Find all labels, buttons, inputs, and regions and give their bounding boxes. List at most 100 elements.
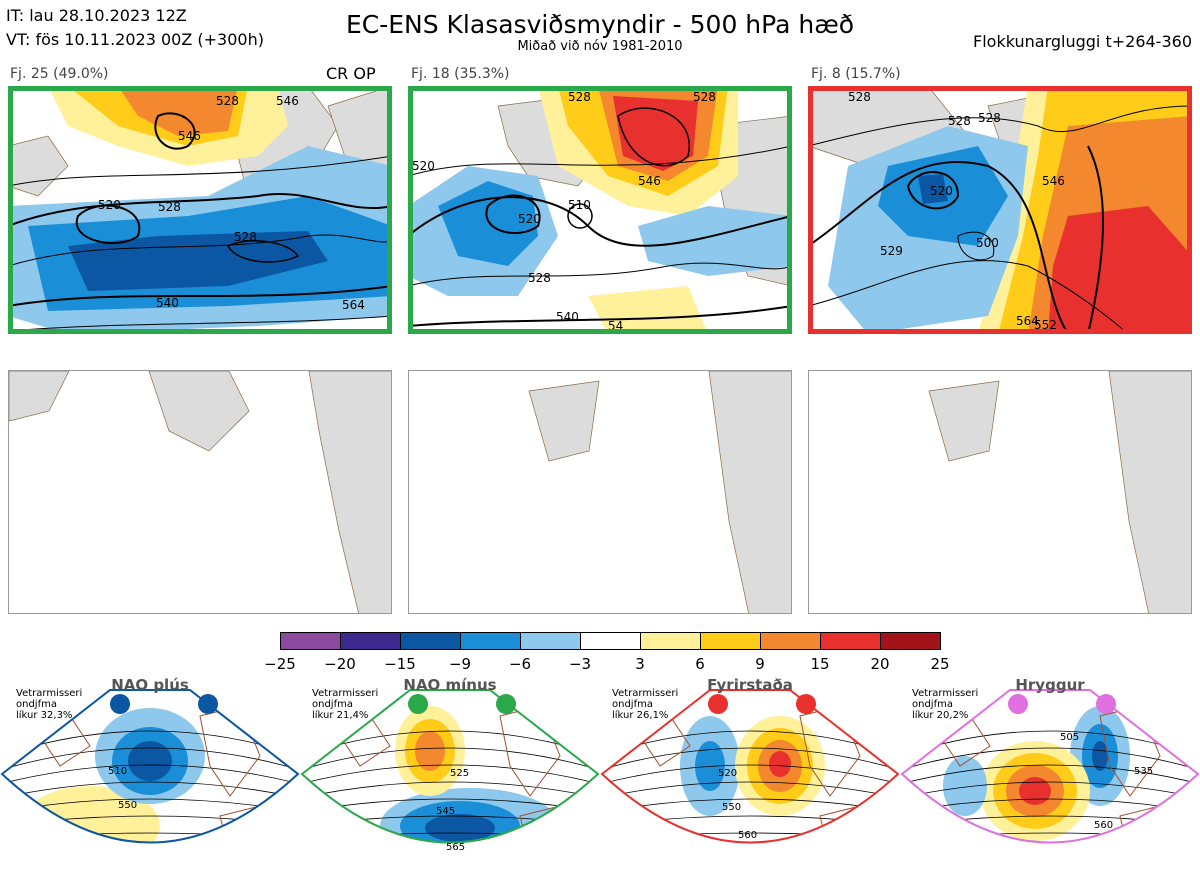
- contour-label: 545: [436, 806, 456, 817]
- regime-marker-dot: [110, 694, 130, 714]
- height-contours: [808, 105, 1192, 334]
- colorbar-cell: [640, 632, 701, 650]
- contour-label: 520: [718, 768, 738, 779]
- empty-map-2: [408, 370, 792, 614]
- colorbar-cell: [700, 632, 761, 650]
- height-contour: [0, 867, 300, 868]
- cluster-2-map: 520 520 510 528 540 528 546 54 528: [408, 86, 792, 334]
- anomaly-blob: [415, 731, 445, 771]
- height-contour: [2, 781, 298, 799]
- regime-marker-dot: [708, 694, 728, 714]
- regime-panel: NAO plús Vetrarmisseri ondjfma líkur 32,3…: [0, 676, 300, 871]
- contour-label: 54: [608, 319, 624, 333]
- window-label: Flokkunargluggi t+264-360: [973, 32, 1192, 51]
- contour-label: 565: [446, 842, 466, 853]
- anomaly-shading: [408, 86, 792, 334]
- height-contour: [900, 867, 1200, 868]
- regime-fan-border: [300, 689, 600, 844]
- contour-label: 528: [528, 271, 551, 285]
- contour-label: 510: [108, 766, 128, 777]
- anomaly-blob: [1019, 777, 1051, 805]
- height-contour: [902, 764, 1198, 785]
- height-contour: [302, 764, 598, 785]
- anomaly-blob: [943, 756, 987, 816]
- regime-fan-map: [900, 689, 1200, 868]
- contour-label: 520: [518, 212, 541, 226]
- height-contour: [902, 781, 1198, 799]
- empty-map-3: [808, 370, 1192, 614]
- colorbar-tick-label: 9: [755, 655, 765, 673]
- height-contours: [8, 112, 392, 332]
- regime-fan-map: [300, 689, 600, 868]
- colorbar-cell: [400, 632, 461, 650]
- regime-panel: Hryggur Vetrarmisseri ondjfma líkur 20,2%…: [900, 676, 1200, 871]
- contour-label: 510: [568, 198, 591, 212]
- anomaly-shading: [828, 86, 1192, 334]
- regime-title: NAO mínus: [403, 676, 497, 694]
- anomaly-blob: [128, 741, 172, 781]
- page-subtitle: Miðað við nóv 1981-2010: [517, 39, 683, 54]
- regime-panel: Fyrirstaða Vetrarmisseri ondjfma líkur 26…: [600, 676, 900, 871]
- height-contour: [2, 747, 298, 771]
- colorbar-cell: [340, 632, 401, 650]
- colorbar-tick-label: 20: [870, 655, 890, 673]
- height-contour: [602, 747, 898, 771]
- height-contour: [2, 764, 298, 785]
- regime-marker-dot: [1096, 694, 1116, 714]
- init-time: IT: lau 28.10.2023 12Z: [6, 6, 187, 25]
- height-contour: [902, 747, 1198, 771]
- regime-fan-border: [900, 689, 1200, 844]
- contour-label: 528: [234, 230, 257, 244]
- contour-label: 540: [156, 296, 179, 310]
- contour-label: 525: [450, 768, 470, 779]
- regime-title: NAO plús: [111, 676, 189, 694]
- height-contour: [300, 867, 600, 868]
- anomaly-blob: [769, 751, 791, 777]
- regime-title: Hryggur: [1015, 676, 1085, 694]
- contour-label: 528: [158, 200, 181, 214]
- contour-label: 546: [1042, 174, 1065, 188]
- contour-label: 535: [1134, 766, 1154, 777]
- contour-label: 528: [948, 114, 971, 128]
- anomaly-blob: [1092, 741, 1108, 771]
- height-contour: [0, 850, 300, 854]
- colorbar-tick-label: 25: [930, 655, 950, 673]
- contour-label: 500: [976, 236, 999, 250]
- regime-probability-note: Vetrarmisseri ondjfma líkur 21,4%: [312, 688, 379, 721]
- colorbar-tick-label: −25: [264, 655, 296, 673]
- empty-map-1: [8, 370, 392, 614]
- page-title: EC-ENS Klasasviðsmyndir - 500 hPa hæð: [345, 10, 855, 39]
- regime-fan-map: [0, 689, 300, 868]
- height-contour: [602, 764, 898, 785]
- height-contour: [602, 781, 898, 799]
- contour-label: 564: [1016, 314, 1039, 328]
- cluster-3-map: 528 528 520 500 529 546 564 552 528: [808, 86, 1192, 334]
- cluster-1-label: Fj. 25 (49.0%): [10, 66, 109, 82]
- colorbar-cell: [580, 632, 641, 650]
- height-contour: [600, 850, 900, 854]
- contour-label: 564: [342, 298, 365, 312]
- colorbar-tick-label: −6: [508, 655, 532, 673]
- regime-fan-border: [600, 689, 900, 844]
- regime-marker-dot: [496, 694, 516, 714]
- regime-marker-dot: [198, 694, 218, 714]
- contour-label: 550: [118, 800, 138, 811]
- contour-label: 528: [216, 94, 239, 108]
- contour-label: 560: [1094, 820, 1114, 831]
- regime-marker-dot: [1008, 694, 1028, 714]
- anomaly-blob: [20, 786, 160, 843]
- colorbar-tick-label: −3: [568, 655, 592, 673]
- land-areas: [528, 371, 791, 613]
- colorbar-cell: [280, 632, 341, 650]
- colorbar-tick-label: −15: [384, 655, 416, 673]
- height-contours: [408, 107, 792, 327]
- land-areas: [928, 371, 1191, 613]
- cluster-3-label: Fj. 8 (15.7%): [811, 66, 901, 82]
- contour-label: 552: [1034, 318, 1057, 332]
- anomaly-blob: [425, 814, 495, 842]
- contour-label: 540: [556, 310, 579, 324]
- cluster-2-label: Fj. 18 (35.3%): [411, 66, 510, 82]
- contour-label: 528: [693, 90, 716, 104]
- contour-label: 528: [978, 111, 1001, 125]
- regime-probability-note: Vetrarmisseri ondjfma líkur 20,2%: [912, 688, 979, 721]
